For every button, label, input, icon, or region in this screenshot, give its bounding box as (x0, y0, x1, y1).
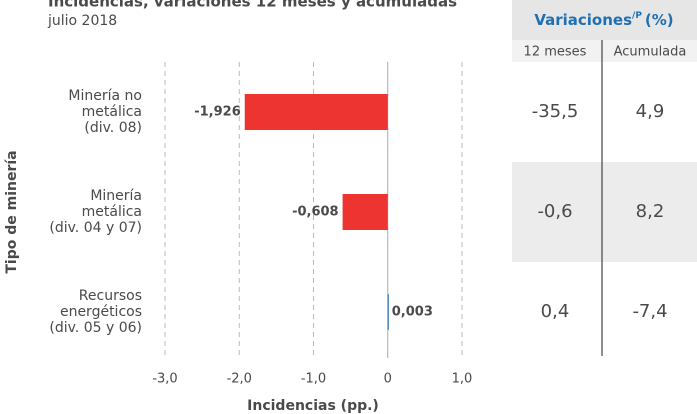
table-title-sup: /P (632, 11, 642, 21)
category-label: Minería no metálica (div. 08) (68, 88, 142, 136)
table-title-unit: (%) (645, 11, 674, 29)
table-title: Variaciones/P (%) (534, 11, 673, 29)
x-tick-label: -2,0 (227, 372, 252, 387)
category-line: (div. 08) (84, 120, 142, 136)
x-axis-label: Incidencias (pp.) (247, 398, 379, 414)
table-subheader-bg (512, 40, 697, 62)
category-line: (div. 04 y 07) (49, 220, 142, 236)
table-column-header: Acumulada (614, 45, 687, 60)
bar (244, 94, 388, 130)
category-line: metálica (82, 104, 142, 120)
chart-subtitle: julio 2018 (47, 13, 117, 29)
table-cell: -7,4 (632, 301, 667, 322)
table-row-bg (512, 162, 697, 262)
category-line: Minería no (68, 88, 142, 104)
category-line: Recursos (79, 288, 142, 304)
category-line: energéticos (60, 304, 142, 320)
y-axis-label: Tipo de minería (4, 150, 20, 273)
value-label: -0,608 (292, 205, 339, 220)
category-line: Minería (90, 188, 142, 204)
x-tick-label: -3,0 (152, 372, 177, 387)
category-label: Minería metálica (div. 04 y 07) (49, 188, 142, 236)
bar (387, 294, 389, 330)
x-tick-label: 1,0 (452, 372, 473, 387)
table-cell: -35,5 (532, 101, 579, 122)
category-label: Recursos energéticos (div. 05 y 06) (49, 288, 142, 336)
value-label: 0,003 (392, 305, 433, 320)
table-column-header: 12 meses (524, 45, 587, 60)
table-cell: 0,4 (541, 301, 570, 322)
category-line: metálica (82, 204, 142, 220)
table-cell: -0,6 (537, 201, 572, 222)
table-title-main: Variaciones (534, 11, 632, 29)
table-cell: 8,2 (636, 201, 665, 222)
chart-title: Incidencias, variaciones 12 meses y acum… (48, 0, 457, 11)
table-cell: 4,9 (636, 101, 665, 122)
bar (342, 194, 388, 230)
table-header-bg (512, 0, 697, 40)
category-line: (div. 05 y 06) (49, 320, 142, 336)
x-tick-label: 0 (384, 372, 392, 387)
value-label: -1,926 (194, 105, 241, 120)
x-tick-label: -1,0 (301, 372, 326, 387)
